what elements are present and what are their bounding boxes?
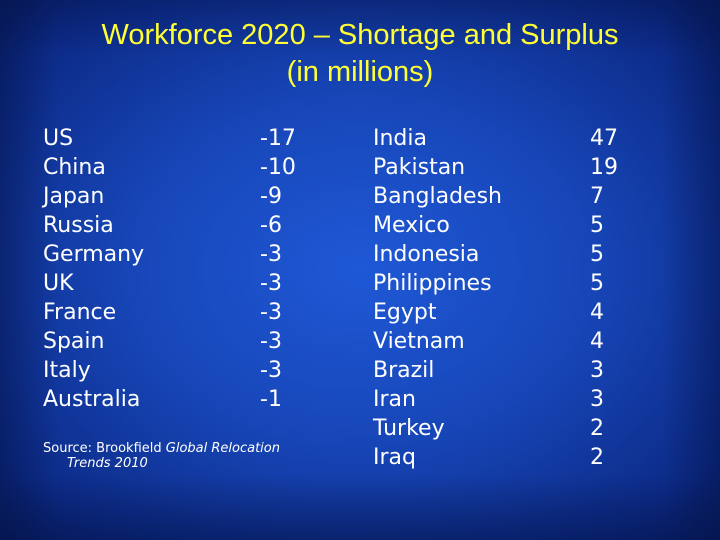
shortage-country: Australia: [43, 387, 141, 412]
surplus-value: 5: [590, 213, 604, 238]
shortage-value: -1: [260, 387, 282, 412]
surplus-value: 4: [590, 329, 604, 354]
shortage-country: Spain: [43, 329, 105, 354]
source-note: Source: Brookfield Global Relocation Tre…: [43, 441, 280, 471]
shortage-value: -3: [260, 329, 282, 354]
surplus-value-column: 47 19 7 5 5 5 4 4 3 3 2 2: [590, 124, 618, 472]
source-title-part-2: Trends 2010: [67, 456, 148, 471]
shortage-country: Italy: [43, 358, 91, 383]
surplus-value: 4: [590, 300, 604, 325]
shortage-country: Japan: [43, 184, 105, 209]
title-line-1: Workforce 2020 – Shortage and Surplus: [101, 19, 619, 51]
surplus-value: 47: [590, 126, 618, 151]
surplus-value: 5: [590, 271, 604, 296]
surplus-value: 2: [590, 445, 604, 470]
surplus-country: Turkey: [373, 416, 445, 441]
surplus-country: Iraq: [373, 445, 416, 470]
shortage-country: UK: [43, 271, 74, 296]
shortage-country-column: US China Japan Russia Germany UK France Spain It…: [43, 124, 144, 414]
shortage-value: -9: [260, 184, 282, 209]
shortage-country: China: [43, 155, 106, 180]
surplus-value: 19: [590, 155, 618, 180]
shortage-country: Russia: [43, 213, 114, 238]
surplus-country-column: India Pakistan Bangladesh Mexico Indonesia Ph…: [373, 124, 502, 472]
shortage-country: France: [43, 300, 117, 325]
surplus-country: Mexico: [373, 213, 450, 238]
shortage-country: US: [43, 126, 74, 151]
source-prefix: Source: Brookfield: [43, 441, 166, 456]
shortage-value: -3: [260, 300, 282, 325]
slide-title: Workforce 2020 – Shortage and Surplus (i…: [0, 17, 720, 91]
source-title-part-1: Global Relocation: [165, 441, 280, 456]
shortage-value: -10: [260, 155, 296, 180]
shortage-value: -6: [260, 213, 282, 238]
surplus-country: Vietnam: [373, 329, 465, 354]
title-line-2: (in millions): [286, 56, 434, 88]
surplus-country: Pakistan: [373, 155, 466, 180]
surplus-value: 3: [590, 387, 604, 412]
shortage-value: -3: [260, 242, 282, 267]
surplus-value: 7: [590, 184, 604, 209]
surplus-country: Bangladesh: [373, 184, 502, 209]
shortage-value: -3: [260, 271, 282, 296]
shortage-value-column: -17 -10 -9 -6 -3 -3 -3 -3 -3 -1: [260, 124, 296, 414]
surplus-country: Egypt: [373, 300, 437, 325]
surplus-country: India: [373, 126, 427, 151]
surplus-country: Iran: [373, 387, 416, 412]
surplus-value: 2: [590, 416, 604, 441]
surplus-value: 5: [590, 242, 604, 267]
shortage-value: -3: [260, 358, 282, 383]
surplus-value: 3: [590, 358, 604, 383]
surplus-country: Philippines: [373, 271, 492, 296]
surplus-country: Brazil: [373, 358, 435, 383]
shortage-value: -17: [260, 126, 296, 151]
surplus-country: Indonesia: [373, 242, 480, 267]
shortage-country: Germany: [43, 242, 145, 267]
